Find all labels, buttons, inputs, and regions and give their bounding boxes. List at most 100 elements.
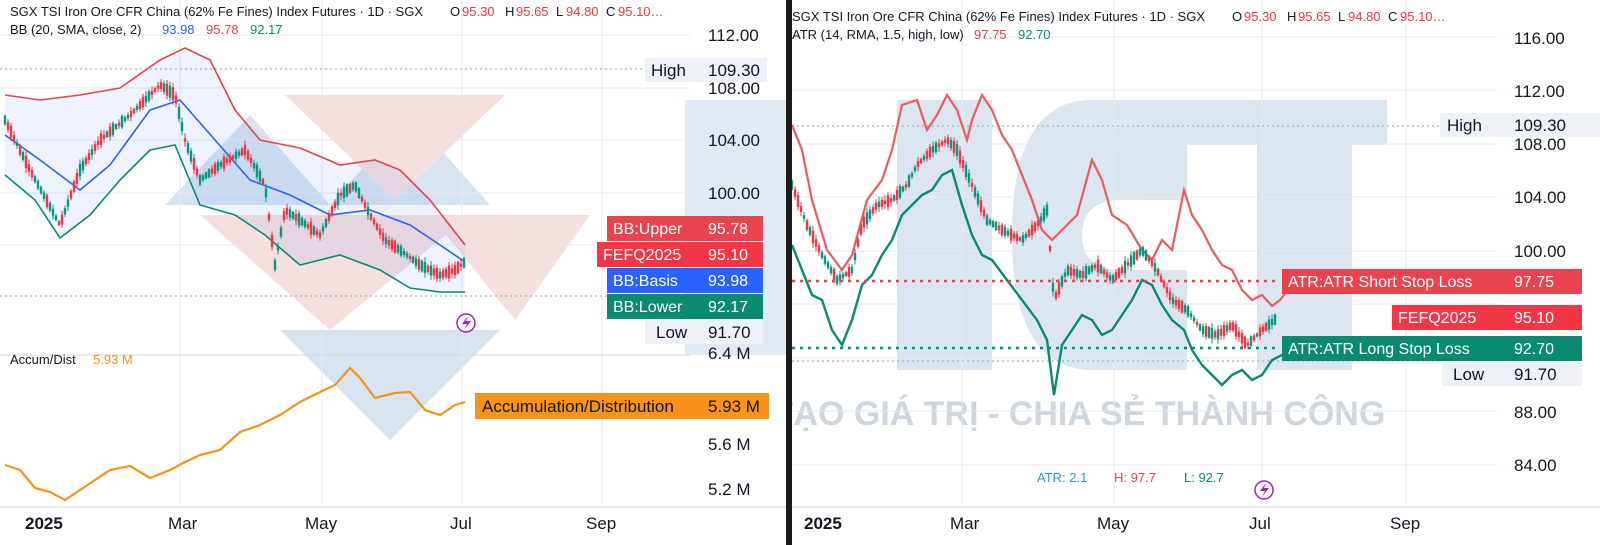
svg-text:High: High — [651, 61, 686, 80]
candle-body — [982, 209, 986, 217]
candle-body — [225, 158, 229, 164]
candle-body — [931, 146, 935, 153]
atr-indicator-legend[interactable]: ATR (14, RMA, 1.5, high, low) 97.75 92.7… — [792, 27, 1051, 42]
svg-text:May: May — [1097, 514, 1130, 533]
candle-body — [1201, 326, 1205, 335]
candle-body — [835, 276, 839, 284]
candle-body — [826, 261, 830, 269]
candle-body — [1105, 272, 1109, 278]
chart-panel-bollinger[interactable]: SGX TSI Iron Ore CFR China (62% Fe Fines… — [0, 0, 786, 545]
svg-text:93.98: 93.98 — [708, 273, 748, 290]
candle-body — [171, 87, 175, 101]
candle-body — [1120, 266, 1124, 274]
candle-body — [1171, 297, 1175, 304]
candle-body — [285, 207, 289, 215]
candle-body — [1192, 317, 1196, 322]
candle-body — [844, 272, 848, 276]
svg-text:100.00: 100.00 — [708, 184, 760, 203]
svg-text:91.70: 91.70 — [1514, 365, 1557, 384]
candle-body — [255, 164, 259, 178]
candle-body — [994, 221, 998, 231]
svg-text:95.30: 95.30 — [1244, 9, 1277, 24]
bb-indicator-legend[interactable]: BB (20, SMA, close, 2) 93.98 95.78 92.17 — [10, 22, 283, 37]
candle-body — [63, 208, 67, 215]
candle-body — [207, 169, 211, 178]
candle-body — [1237, 331, 1241, 338]
svg-text:91.70: 91.70 — [708, 323, 751, 342]
lightning-icon[interactable] — [456, 313, 476, 333]
candle-body — [387, 239, 391, 246]
high-marker-right: High 109.30 — [1440, 113, 1600, 137]
candle-body — [1252, 335, 1256, 341]
price-axis-right[interactable]: 116.00 112.00 108.00 104.00 100.00 88.00… — [1514, 29, 1566, 475]
candle-body — [297, 213, 301, 226]
candle-body — [195, 168, 199, 176]
grid-right — [792, 0, 1497, 505]
candle-body — [246, 151, 250, 160]
candle-body — [384, 237, 388, 244]
ohlc-readout-left: O 95.30 H 95.65 L 94.80 C 95.10… — [450, 4, 664, 19]
candle-body — [258, 170, 262, 182]
candle-body — [910, 173, 914, 177]
candle-body — [24, 155, 28, 169]
svg-text:84.00: 84.00 — [1514, 456, 1557, 475]
candle-body — [1219, 328, 1223, 336]
svg-text:2025: 2025 — [804, 514, 842, 533]
candle-body — [1123, 260, 1127, 274]
svg-text:High: High — [1447, 116, 1482, 135]
bb-lower-line — [4, 144, 465, 293]
candle-body — [9, 126, 13, 138]
candle-body — [426, 265, 430, 273]
candle-body — [1162, 280, 1166, 288]
candle-body — [829, 266, 833, 274]
symbol-header-left: SGX TSI Iron Ore CFR China (62% Fe Fines… — [10, 4, 423, 19]
candle-body — [39, 187, 43, 194]
price-axis-left[interactable]: 112.00 108.00 104.00 100.00 — [708, 26, 760, 203]
lightning-icon-right[interactable] — [1254, 480, 1274, 500]
candle-body — [1246, 342, 1250, 346]
svg-text:108.00: 108.00 — [708, 79, 760, 98]
chart-canvas-left[interactable]: SGX TSI Iron Ore CFR China (62% Fe Fines… — [0, 0, 786, 545]
ad-indicator-legend[interactable]: Accum/Dist 5.93 M — [10, 352, 133, 367]
candle-body — [402, 250, 406, 256]
candle-body — [1078, 270, 1082, 278]
candle-body — [811, 230, 815, 244]
chart-canvas-right[interactable]: KIẾN TẠO GIÁ TRỊ - CHIA SẺ THÀNH CÔNG — [792, 0, 1600, 545]
volume-axis-left[interactable]: 6.4 M 5.6 M 5.2 M — [708, 344, 751, 499]
svg-text:95.78: 95.78 — [206, 22, 239, 37]
svg-text:95.30: 95.30 — [462, 4, 495, 19]
time-axis-left[interactable]: 2025 Mar May Jul Sep — [25, 514, 616, 533]
candle-body — [799, 206, 803, 212]
candle-body — [153, 88, 157, 92]
svg-text:C: C — [606, 4, 615, 19]
chart-panel-atr[interactable]: KIẾN TẠO GIÁ TRỊ - CHIA SẺ THÀNH CÔNG — [792, 0, 1600, 545]
candle-body — [33, 176, 37, 183]
candle-body — [1183, 305, 1187, 313]
candle-body — [51, 208, 55, 216]
svg-text:BB:Upper: BB:Upper — [613, 221, 683, 238]
candle-body — [21, 152, 25, 160]
candle-body — [45, 195, 49, 208]
candle-body — [201, 175, 205, 181]
candle-body — [904, 184, 908, 188]
candle-body — [237, 151, 241, 156]
svg-text:ATR:ATR Short Stop Loss: ATR:ATR Short Stop Loss — [1288, 274, 1472, 291]
candle-body — [351, 182, 355, 190]
candle-body — [159, 82, 163, 90]
candle-body — [150, 91, 154, 95]
candle-body — [186, 143, 190, 153]
candle-body — [1195, 321, 1199, 325]
candle-body — [1090, 265, 1094, 272]
candle-body — [913, 167, 917, 171]
candle-body — [1153, 263, 1157, 272]
time-axis-right[interactable]: 2025 Mar May Jul Sep — [804, 514, 1420, 533]
badge-fefq2025-left: FEFQ2025 95.10 — [597, 242, 763, 267]
atr-short-stop-line — [792, 92, 1301, 308]
candle-body — [1129, 255, 1133, 267]
candle-body — [1258, 327, 1262, 337]
candle-body — [54, 215, 58, 220]
candle-body — [991, 220, 995, 228]
candle-body — [357, 187, 361, 199]
atr-readout: ATR: 2.1 H: 97.7 L: 92.7 — [1037, 470, 1224, 485]
